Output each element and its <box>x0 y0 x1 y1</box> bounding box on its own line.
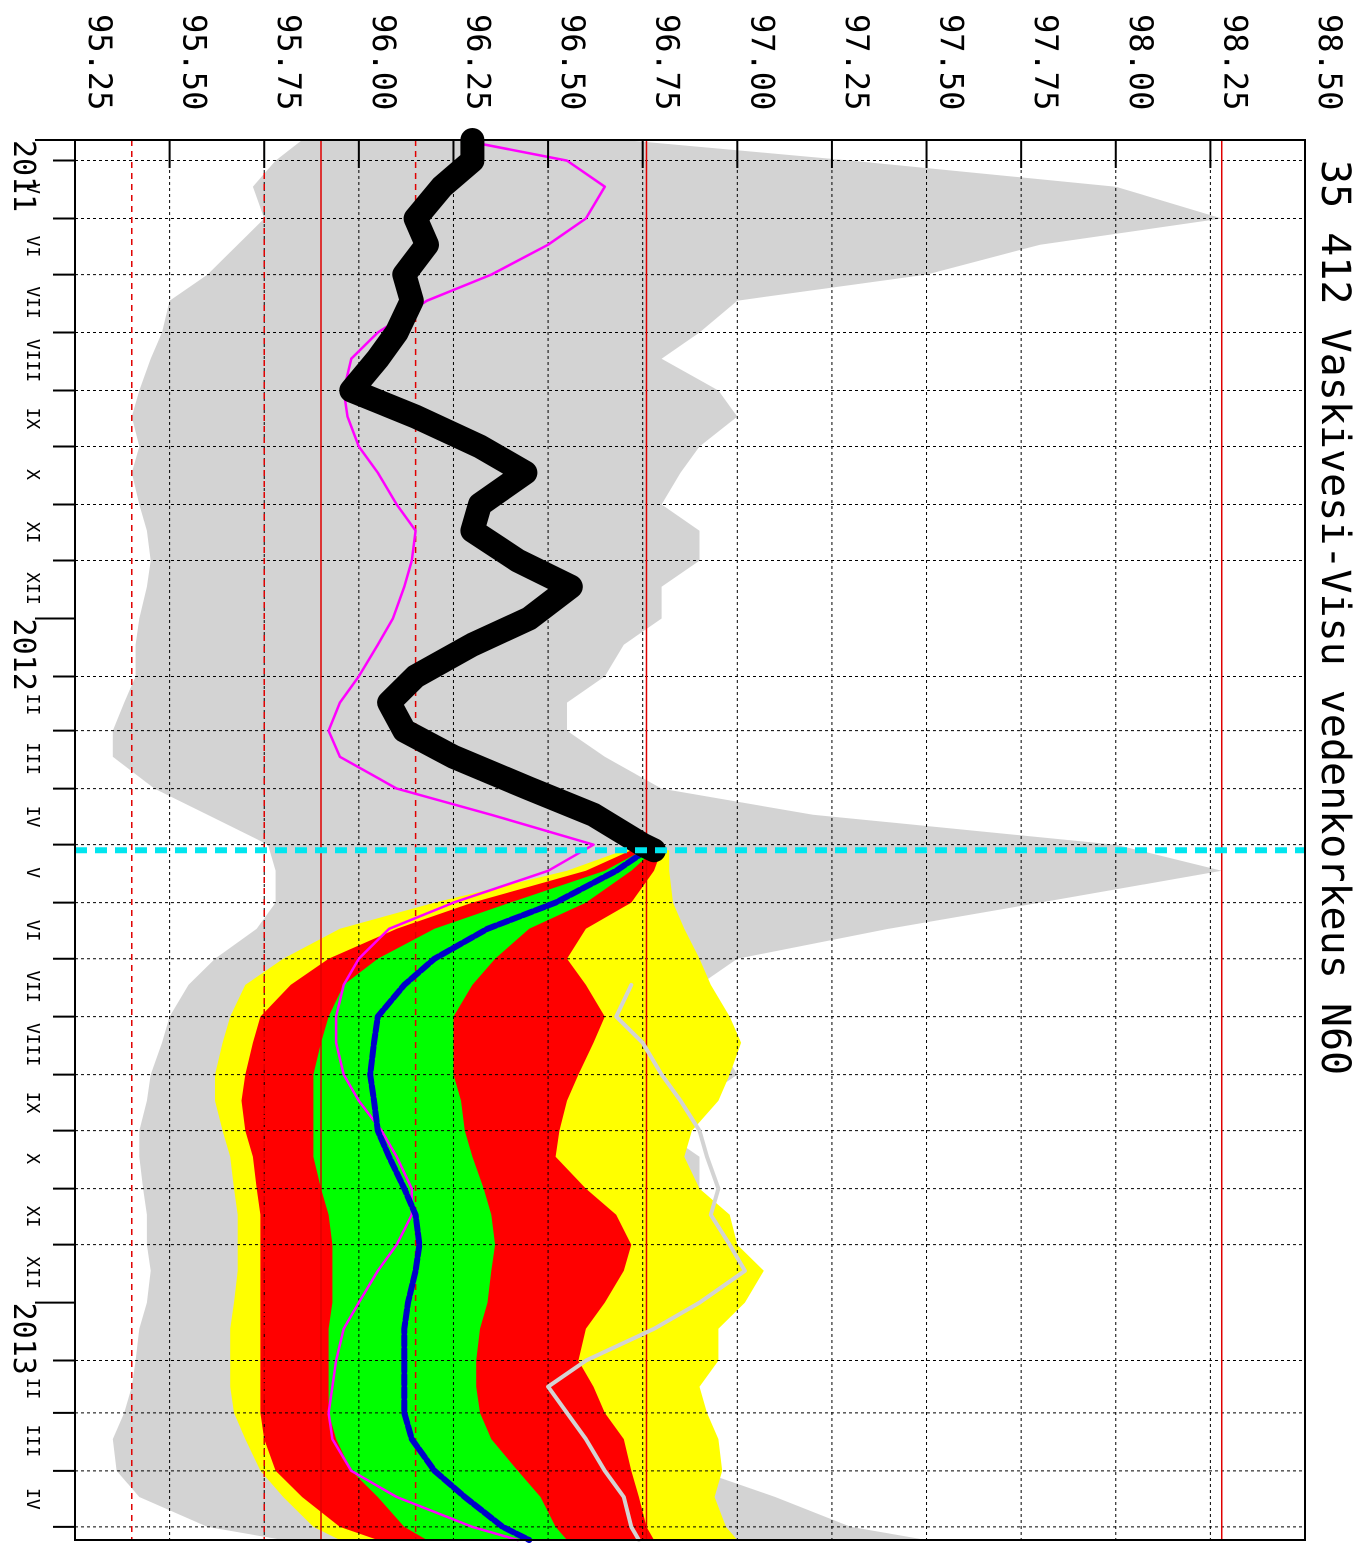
value-tick-label: 98.50 <box>1311 14 1349 110</box>
month-label: IX <box>22 1092 43 1114</box>
month-label: II <box>22 1378 43 1400</box>
month-label: X <box>22 1153 43 1164</box>
value-tick-label: 96.75 <box>649 14 687 110</box>
month-label: VI <box>22 236 43 258</box>
month-label: XII <box>22 1256 43 1289</box>
month-label: VIII <box>22 339 43 382</box>
year-label: 2013 <box>6 1303 41 1375</box>
value-tick-label: 98.25 <box>1216 14 1254 110</box>
axes-layer <box>35 139 1306 1541</box>
value-tick-label: 97.00 <box>743 14 781 110</box>
value-tick-label: 97.50 <box>933 14 971 110</box>
year-label: 2012 <box>6 619 41 691</box>
value-tick-label: 96.50 <box>554 14 592 110</box>
month-label: XI <box>22 1206 43 1228</box>
month-label: VI <box>22 920 43 942</box>
series-line-median_forecast <box>367 847 650 1543</box>
month-label: II <box>22 694 43 716</box>
band-band_inner <box>313 850 654 1540</box>
plot-frame <box>74 139 1306 1541</box>
grid-layer <box>75 140 1305 1540</box>
series-line-observed <box>339 128 666 863</box>
value-tick-label: 97.75 <box>1027 14 1065 110</box>
value-tick-label: 95.25 <box>81 14 119 110</box>
value-tick-label: 96.25 <box>459 14 497 110</box>
month-label: IV <box>22 806 43 828</box>
value-tick-label: 98.00 <box>1122 14 1160 110</box>
value-tick-label: 96.00 <box>365 14 403 110</box>
month-label: XI <box>22 522 43 544</box>
month-label: X <box>22 469 43 480</box>
year-label: 2011 <box>6 140 41 212</box>
series-lines-layer <box>75 128 1305 1543</box>
month-label: IV <box>22 1488 43 1510</box>
month-label: V <box>22 183 43 194</box>
month-label: III <box>22 1425 43 1458</box>
labels-layer: 95.25 95.50 95.75 96.00 96.25 96.50 96.75 97.00… <box>6 14 1349 1510</box>
month-label: VIII <box>22 1023 43 1066</box>
value-tick-label: 95.50 <box>176 14 214 110</box>
reference-lines-layer <box>131 140 1223 1540</box>
chart-title: 35 412 Vaskivesi-Visu vedenkorkeus N60 <box>1312 160 1358 1075</box>
month-label: XII <box>22 572 43 605</box>
value-tick-label: 95.75 <box>270 14 308 110</box>
month-label: V <box>22 867 43 878</box>
month-label: VII <box>22 970 43 1003</box>
bands-layer <box>112 140 1222 1540</box>
value-tick-label: 97.25 <box>838 14 876 110</box>
month-label: III <box>22 742 43 775</box>
series-line-mean <box>327 138 607 1542</box>
month-label: IX <box>22 408 43 430</box>
month-label: VII <box>22 286 43 319</box>
series-line-other_year <box>546 982 747 1542</box>
